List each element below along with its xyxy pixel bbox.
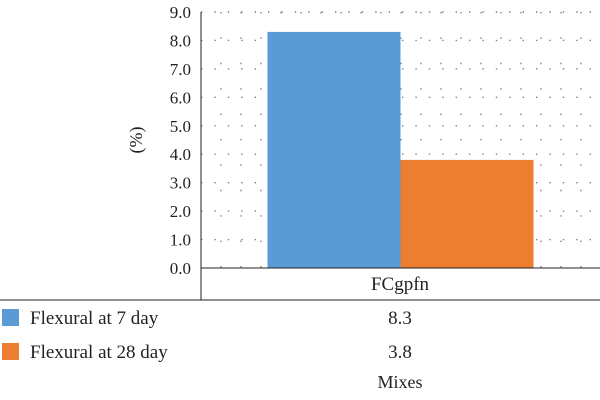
y-tick-label: 4.0 <box>170 145 191 164</box>
y-tick-label: 8.0 <box>170 31 191 50</box>
bars <box>267 31 534 268</box>
x-axis-title: Mixes <box>378 372 423 392</box>
y-tick-label: 0.0 <box>170 259 191 278</box>
axes <box>0 12 600 301</box>
y-tick-label: 7.0 <box>170 60 191 79</box>
table-value-7-day: 8.3 <box>388 308 412 329</box>
legend-label-7-day: Flexural at 7 day <box>30 308 159 329</box>
y-axis-title: (%) <box>126 127 147 154</box>
legend-label-28-day: Flexural at 28 day <box>30 342 168 363</box>
table-value-28-day: 3.8 <box>388 342 412 363</box>
y-tick-labels: 0.0 1.0 2.0 3.0 4.0 5.0 6.0 7.0 8.0 9.0 <box>170 3 191 278</box>
data-table: Flexural at 7 day 8.3 Flexural at 28 day… <box>2 308 412 363</box>
y-tick-label: 9.0 <box>170 3 191 22</box>
y-tick-label: 2.0 <box>170 202 191 221</box>
legend-swatch-28-day <box>2 343 19 360</box>
bar-7-day <box>267 31 401 268</box>
y-tick-label: 5.0 <box>170 117 191 136</box>
y-tick-label: 1.0 <box>170 231 191 250</box>
category-label: FCgpfn <box>371 274 430 295</box>
y-tick-label: 6.0 <box>170 88 191 107</box>
legend-swatch-7-day <box>2 309 19 326</box>
y-tick-label: 3.0 <box>170 174 191 193</box>
bar-28-day <box>400 159 534 268</box>
